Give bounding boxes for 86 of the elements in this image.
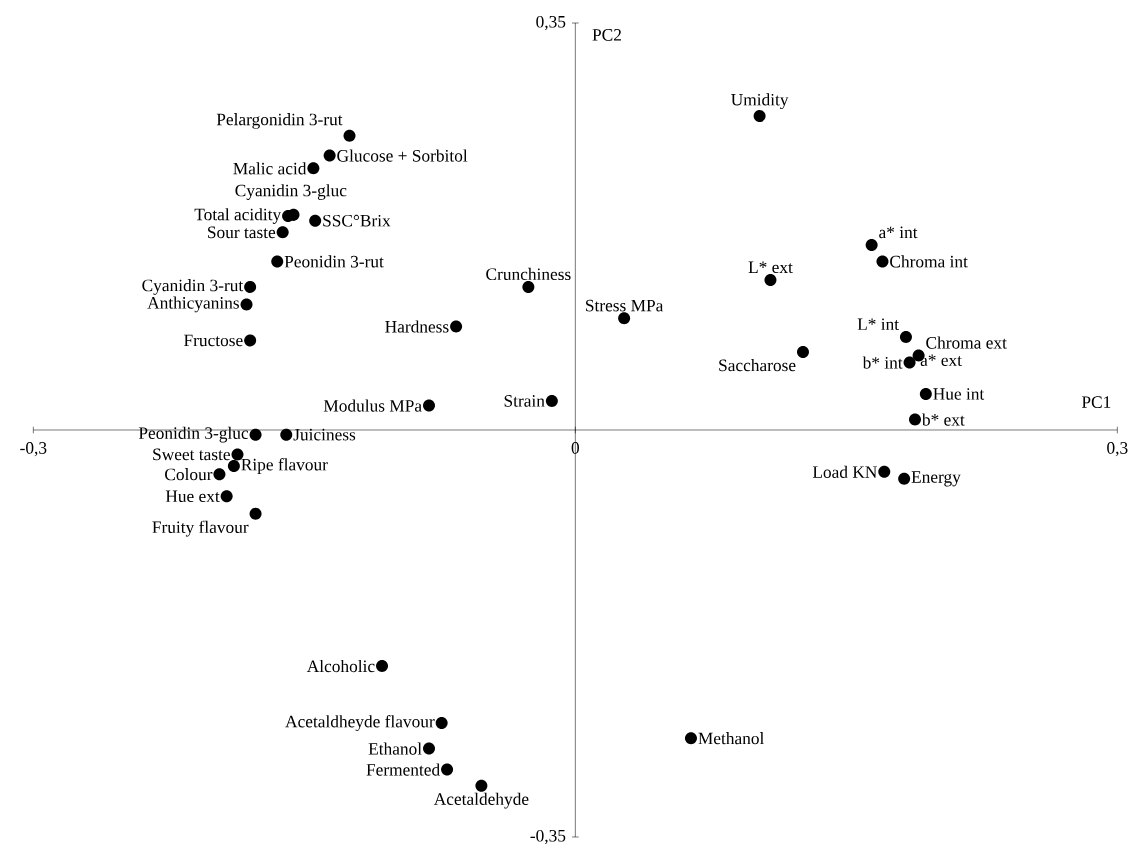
point [878,465,891,478]
annotation: Alcoholic [306,659,375,673]
annotation: Load KN [812,465,877,478]
x-tick-label: 0 [571,442,580,454]
point [244,334,257,347]
point [240,298,253,311]
annotation: Malic acid [233,162,307,175]
point [244,280,257,293]
y-tick-label: 0,35 [536,15,566,31]
annotation: Saccharose [719,359,796,372]
point [899,330,912,343]
annotation: Colour [165,468,213,481]
point [323,149,336,162]
point [227,460,240,473]
annotation: Glucose + Sorbitol [337,149,468,162]
point [220,490,233,503]
point [423,742,435,755]
annotation: b* int [862,356,903,369]
point [908,413,921,426]
point [343,129,356,142]
x-tick-label: 0,3 [1107,442,1128,457]
annotation: Ethanol [368,742,422,755]
annotation: Fructose [184,334,243,347]
point [249,507,262,520]
annotation: Methanol [698,732,764,745]
annotation: Cyanidin 3-gluc [235,184,347,200]
x-axis-title: PC1 [1081,396,1111,408]
point [919,387,932,400]
annotation: Umidity [731,93,789,110]
annotation: Pelargonidin 3-rut [216,113,343,129]
annotation: Peonidin 3-gluc [138,426,249,443]
x-tick-label: -0,3 [20,442,47,457]
annotation: a* int [879,226,918,239]
point [441,763,454,776]
point [618,312,631,325]
annotation: Crunchiness [486,267,571,281]
point [876,255,889,268]
point [213,468,226,481]
point [280,428,293,441]
annotation: Fermented [366,763,440,776]
point [903,356,916,369]
point [307,162,320,175]
y-axis-title: PC2 [592,29,621,41]
point [522,280,535,293]
point [249,428,262,441]
point [435,717,448,730]
y-tick-label: -0,35 [530,829,566,845]
annotation: Hue ext [165,490,220,503]
annotation: b* ext [921,413,965,426]
point [276,226,289,239]
annotation: Total acidity [194,208,282,224]
point [376,660,389,673]
annotation: Juiciness [293,428,356,441]
annotation: Hue int [933,388,985,400]
annotation: Acetaldehyde [433,792,529,809]
annotation: L* int [857,318,899,331]
point [309,214,322,227]
point [753,110,766,123]
annotation: Peonidin 3-rut [284,255,384,268]
point [764,274,777,286]
annotation: Ripe flavour [241,458,328,474]
annotation: a* ext [920,354,962,366]
point [796,346,809,359]
annotation: Fruity flavour [152,520,249,537]
point [898,472,911,485]
annotation: Chroma int [890,255,968,268]
annotation: Chroma ext [926,336,1007,349]
annotation: Cyanidin 3-rut [142,279,244,295]
annotation: Stress MPa [586,299,664,312]
annotation: SSC°Brix [323,214,391,227]
annotation: Energy [911,471,961,487]
annotation: Anthicyanins [147,296,239,313]
annotation: Sour taste [208,226,276,239]
annotation: Acetaldheyde flavour [285,715,435,732]
point [271,255,284,268]
point [450,320,463,333]
annotation: Strain [504,395,545,407]
point [865,239,878,252]
point [423,399,435,412]
annotation: Hardness [385,320,449,333]
annotation: L* ext [748,261,793,274]
point [545,394,558,407]
annotation: Modulus MPa [323,399,422,412]
point [684,732,697,745]
point [475,779,488,792]
annotation: Sweet taste [153,448,230,461]
